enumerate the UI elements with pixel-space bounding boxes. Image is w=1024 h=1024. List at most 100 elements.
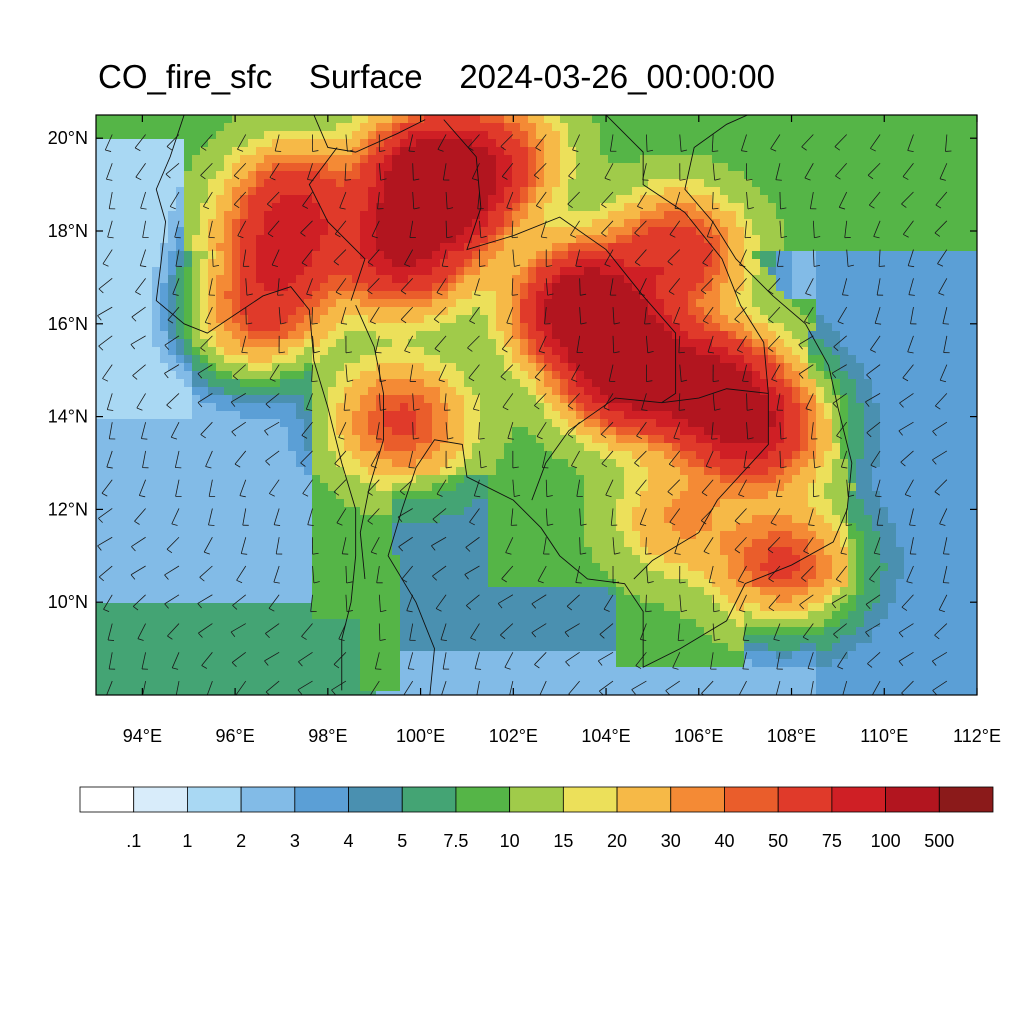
field-cell xyxy=(320,179,329,188)
field-cell xyxy=(272,259,281,268)
field-cell xyxy=(192,163,201,172)
field-cell xyxy=(520,155,529,164)
field-cell xyxy=(160,355,169,364)
field-cell xyxy=(144,635,153,644)
field-cell xyxy=(592,291,601,300)
field-cell xyxy=(192,235,201,244)
field-cell xyxy=(104,331,113,340)
field-cell xyxy=(136,267,145,276)
field-cell xyxy=(584,411,593,420)
field-cell xyxy=(208,139,217,148)
field-cell xyxy=(480,315,489,324)
field-cell xyxy=(576,635,585,644)
field-cell xyxy=(288,235,297,244)
field-cell xyxy=(160,627,169,636)
field-cell xyxy=(416,619,425,628)
field-cell xyxy=(208,371,217,380)
field-cell xyxy=(312,691,321,695)
field-cell xyxy=(552,243,561,252)
field-cell xyxy=(416,651,425,660)
field-cell xyxy=(632,275,641,284)
field-cell xyxy=(368,131,377,140)
field-cell xyxy=(544,211,553,220)
field-cell xyxy=(352,275,361,284)
field-cell xyxy=(120,123,129,132)
field-cell xyxy=(384,331,393,340)
field-cell xyxy=(496,379,505,388)
field-cell xyxy=(168,187,177,196)
field-cell xyxy=(576,531,585,540)
field-cell xyxy=(560,227,569,236)
field-cell xyxy=(408,635,417,644)
field-cell xyxy=(264,667,273,676)
field-cell xyxy=(344,203,353,212)
field-cell xyxy=(144,283,153,292)
field-cell xyxy=(456,459,465,468)
field-cell xyxy=(360,427,369,436)
field-cell xyxy=(552,579,561,588)
field-cell xyxy=(128,139,137,148)
field-cell xyxy=(328,635,337,644)
field-cell xyxy=(544,323,553,332)
field-cell xyxy=(392,347,401,356)
field-cell xyxy=(408,331,417,340)
field-cell xyxy=(344,131,353,140)
field-cell xyxy=(168,219,177,228)
field-cell xyxy=(112,171,121,180)
field-cell xyxy=(584,171,593,180)
field-cell xyxy=(632,507,641,516)
field-cell xyxy=(144,531,153,540)
field-cell xyxy=(384,347,393,356)
field-cell xyxy=(320,147,329,156)
field-cell xyxy=(96,555,105,564)
field-cell xyxy=(168,195,177,204)
field-cell xyxy=(568,659,577,668)
field-cell xyxy=(336,115,345,124)
field-cell xyxy=(368,603,377,612)
field-cell xyxy=(480,547,489,556)
field-cell xyxy=(320,331,329,340)
field-cell xyxy=(288,691,297,695)
field-cell xyxy=(568,515,577,524)
field-cell xyxy=(352,147,361,156)
field-cell xyxy=(432,547,441,556)
field-cell xyxy=(136,227,145,236)
field-cell xyxy=(144,475,153,484)
field-cell xyxy=(592,243,601,252)
field-cell xyxy=(624,435,633,444)
field-cell xyxy=(624,187,633,196)
field-cell xyxy=(368,211,377,220)
field-cell xyxy=(120,363,129,372)
field-cell xyxy=(448,219,457,228)
field-cell xyxy=(560,131,569,140)
field-cell xyxy=(616,619,625,628)
field-cell xyxy=(368,643,377,652)
field-cell xyxy=(584,547,593,556)
field-cell xyxy=(128,123,137,132)
field-cell xyxy=(320,363,329,372)
field-cell xyxy=(560,379,569,388)
field-cell xyxy=(272,483,281,492)
field-cell xyxy=(480,123,489,132)
field-cell xyxy=(488,451,497,460)
field-cell xyxy=(208,667,217,676)
field-cell xyxy=(208,411,217,420)
field-cell xyxy=(448,651,457,660)
field-cell xyxy=(584,387,593,396)
field-cell xyxy=(104,155,113,164)
field-cell xyxy=(448,427,457,436)
field-cell xyxy=(504,411,513,420)
field-cell xyxy=(480,259,489,268)
field-cell xyxy=(552,483,561,492)
field-cell xyxy=(640,179,649,188)
field-cell xyxy=(176,379,185,388)
field-cell xyxy=(608,603,617,612)
field-cell xyxy=(448,539,457,548)
field-cell xyxy=(112,211,121,220)
field-cell xyxy=(176,243,185,252)
field-cell xyxy=(480,147,489,156)
field-cell xyxy=(352,523,361,532)
field-cell xyxy=(136,515,145,524)
field-cell xyxy=(168,403,177,412)
field-cell xyxy=(440,379,449,388)
